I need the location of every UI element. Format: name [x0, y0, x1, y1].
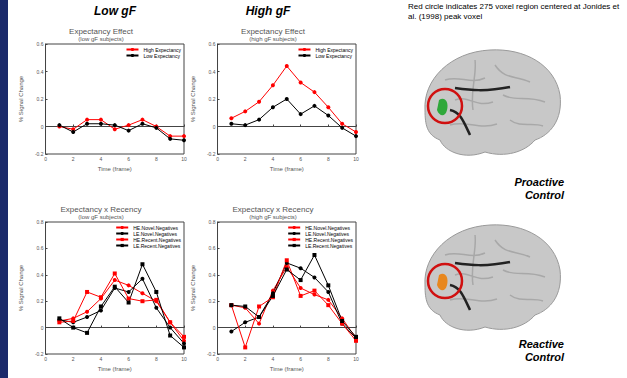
svg-text:6: 6: [299, 356, 302, 362]
svg-text:0: 0: [44, 156, 47, 162]
svg-text:8: 8: [155, 356, 158, 362]
html-text:Reactive Control: Reactive Control: [518, 338, 564, 363]
svg-text:0.6: 0.6: [209, 41, 216, 47]
svg-text:0.2: 0.2: [209, 298, 216, 304]
svg-text:-0.2: -0.2: [207, 151, 216, 157]
svg-text:10: 10: [181, 356, 187, 362]
svg-text:4: 4: [100, 356, 103, 362]
svg-text:0: 0: [41, 124, 44, 130]
svg-text:Expectancy Effect: Expectancy Effect: [241, 27, 306, 36]
svg-text:0.4: 0.4: [37, 69, 44, 75]
svg-text:High Expectancy: High Expectancy: [315, 46, 353, 53]
svg-text:0.4: 0.4: [37, 272, 44, 278]
svg-text:Time (frame): Time (frame): [270, 166, 304, 172]
svg-text:High Expectancy: High Expectancy: [143, 46, 181, 53]
svg-text:Time (frame): Time (frame): [98, 166, 132, 172]
svg-text:(low gF subjects): (low gF subjects): [78, 36, 123, 42]
svg-text:HE.Novel.Negatives: HE.Novel.Negatives: [305, 224, 350, 231]
svg-text:Low Expectancy: Low Expectancy: [143, 53, 180, 59]
svg-text:0.2: 0.2: [37, 96, 44, 102]
svg-text:0: 0: [213, 124, 216, 130]
svg-text:2: 2: [72, 156, 75, 162]
svg-text:HE.Recent.Negatives: HE.Recent.Negatives: [305, 236, 353, 243]
svg-text:% Signal Change: % Signal Change: [18, 264, 24, 311]
svg-text:8: 8: [327, 356, 330, 362]
svg-text:0.6: 0.6: [37, 41, 44, 47]
svg-text:(high gF subjects): (high gF subjects): [249, 214, 297, 220]
svg-text:0: 0: [216, 156, 219, 162]
svg-text:0.8: 0.8: [209, 219, 216, 225]
svg-text:% Signal Change: % Signal Change: [18, 75, 24, 122]
svg-text:0.2: 0.2: [37, 298, 44, 304]
svg-text:0: 0: [216, 356, 219, 362]
svg-text:Time (frame): Time (frame): [270, 366, 304, 372]
html-text:High gF: High gF: [245, 4, 291, 18]
svg-text:HE.Novel.Negatives: HE.Novel.Negatives: [133, 224, 178, 231]
svg-text:6: 6: [127, 356, 130, 362]
svg-text:(high gF subjects): (high gF subjects): [249, 36, 297, 42]
svg-text:Expectancy x Recency: Expectancy x Recency: [233, 205, 314, 214]
svg-text:10: 10: [353, 156, 359, 162]
svg-text:Expectancy Effect: Expectancy Effect: [69, 27, 134, 36]
svg-text:-0.2: -0.2: [35, 151, 44, 157]
svg-text:2: 2: [72, 356, 75, 362]
svg-text:4: 4: [272, 356, 275, 362]
svg-text:-0.2: -0.2: [207, 351, 216, 357]
html-text:Red circle indicates 275 voxel: Red circle indicates 275 voxel region ce…: [408, 2, 620, 21]
svg-text:0: 0: [44, 356, 47, 362]
svg-text:2: 2: [244, 156, 247, 162]
svg-text:Expectancy x Recency: Expectancy x Recency: [61, 205, 142, 214]
svg-text:0.6: 0.6: [209, 245, 216, 251]
svg-text:LE.Novel.Negatives: LE.Novel.Negatives: [305, 230, 350, 237]
svg-text:10: 10: [181, 156, 187, 162]
html-text:Low gF: Low gF: [94, 4, 136, 18]
svg-text:0.2: 0.2: [209, 96, 216, 102]
svg-text:-0.2: -0.2: [35, 351, 44, 357]
svg-text:LE.Novel.Negatives: LE.Novel.Negatives: [133, 230, 178, 237]
svg-text:4: 4: [100, 156, 103, 162]
html-text:Proactive Control: Proactive Control: [514, 176, 564, 201]
svg-text:Low Expectancy: Low Expectancy: [315, 53, 352, 59]
svg-text:8: 8: [155, 156, 158, 162]
svg-text:6: 6: [127, 156, 130, 162]
svg-text:% Signal Change: % Signal Change: [190, 75, 196, 122]
svg-text:0.6: 0.6: [37, 245, 44, 251]
svg-text:0.8: 0.8: [37, 219, 44, 225]
svg-text:0.4: 0.4: [209, 69, 216, 75]
svg-text:LE.Recent.Negatives: LE.Recent.Negatives: [133, 243, 180, 249]
svg-text:LE.Recent.Negatives: LE.Recent.Negatives: [305, 243, 352, 249]
svg-text:0: 0: [213, 325, 216, 331]
svg-text:10: 10: [353, 356, 359, 362]
svg-text:% Signal Change: % Signal Change: [190, 264, 196, 311]
svg-text:4: 4: [272, 156, 275, 162]
svg-text:2: 2: [244, 356, 247, 362]
svg-text:(low gF subjects): (low gF subjects): [78, 214, 123, 220]
svg-text:Time (frame): Time (frame): [98, 366, 132, 372]
svg-text:0.4: 0.4: [209, 272, 216, 278]
svg-text:HE.Recent.Negatives: HE.Recent.Negatives: [133, 236, 181, 243]
svg-text:6: 6: [299, 156, 302, 162]
svg-text:8: 8: [327, 156, 330, 162]
svg-text:0: 0: [41, 325, 44, 331]
